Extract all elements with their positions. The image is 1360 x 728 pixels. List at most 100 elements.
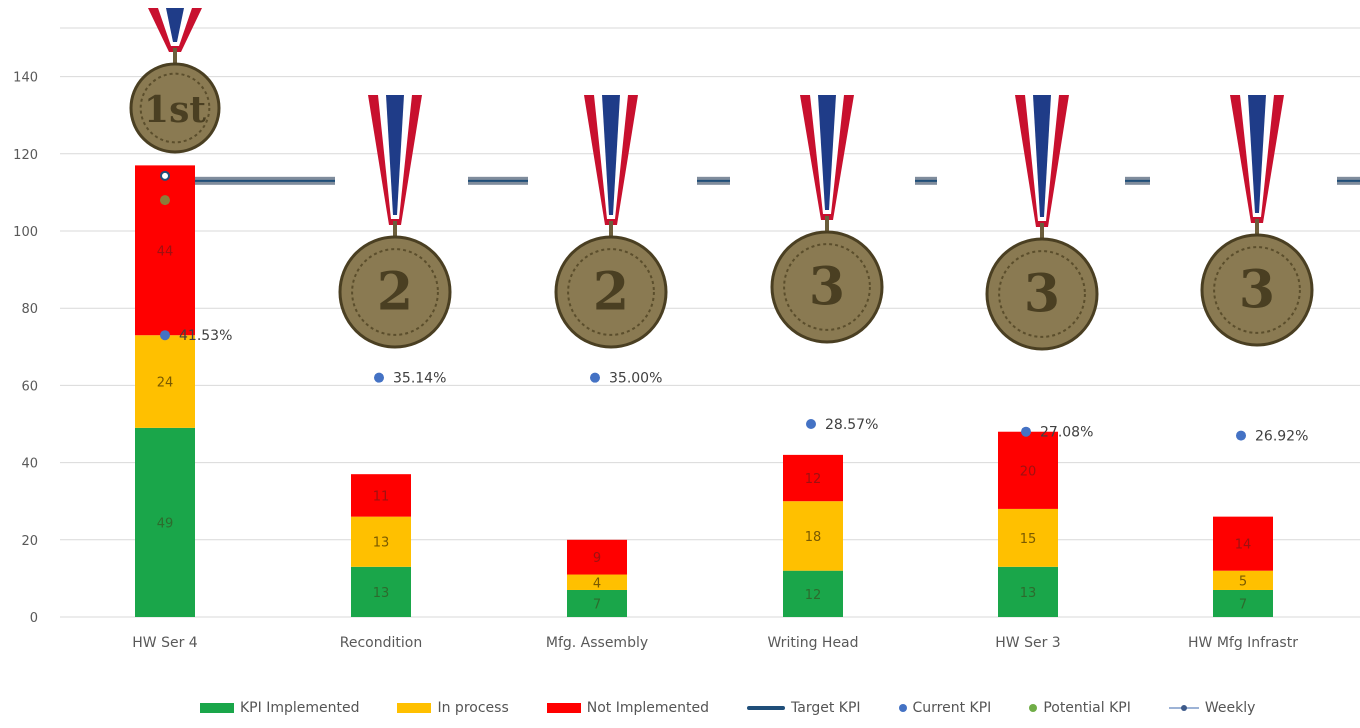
- bar-segment-in-process: [998, 508, 1058, 567]
- legend-label-in-process: In process: [437, 700, 509, 716]
- chart-legend: KPI Implemented In process Not Implement…: [200, 700, 1255, 716]
- bar-segment-implemented: [351, 566, 411, 617]
- bar-value-label: 49: [157, 516, 174, 531]
- current-kpi-point: [590, 372, 600, 383]
- current-kpi-label: 35.00%: [609, 371, 662, 387]
- bar-value-label: 20: [1020, 464, 1037, 479]
- bar-segment-not-implemented: [998, 431, 1058, 509]
- bar-segment-in-process: [567, 574, 627, 590]
- x-tick-label: HW Ser 3: [995, 635, 1060, 651]
- legend-swatch-implemented: [200, 703, 234, 713]
- medal-rank-label: 3: [1024, 264, 1060, 325]
- x-tick-label: HW Mfg Infrastr: [1188, 635, 1298, 651]
- legend-swatch-in-process: [397, 703, 432, 713]
- legend-label-current: Current KPI: [912, 700, 992, 716]
- bar-value-label: 12: [805, 472, 822, 487]
- bar-value-label: 15: [1020, 532, 1037, 547]
- x-tick-label: Writing Head: [767, 635, 858, 651]
- current-kpi-point: [1236, 430, 1246, 441]
- medal-ribbon: [818, 95, 836, 210]
- y-tick-label: 140: [13, 71, 38, 86]
- legend-item-weekly: Weekly: [1168, 700, 1256, 716]
- legend-label-not-implemented: Not Implemented: [586, 700, 709, 716]
- legend-swatch-current: [898, 704, 907, 712]
- medal-disc: [129, 62, 221, 154]
- legend-label-implemented: KPI Implemented: [240, 700, 360, 716]
- bar-segment-implemented: [1213, 589, 1273, 617]
- medal-wreath: [783, 243, 871, 331]
- bar-value-label: 13: [1020, 586, 1037, 601]
- bar-segment-implemented: [135, 427, 195, 617]
- legend-label-weekly: Weekly: [1204, 700, 1256, 716]
- medal-rank-label: 3: [809, 257, 845, 318]
- medal-disc: [1200, 233, 1314, 347]
- medal-ribbon: [602, 95, 620, 215]
- bar-value-label: 5: [1239, 574, 1247, 589]
- legend-label-potential: Potential KPI: [1043, 700, 1131, 716]
- current-kpi-label: 26.92%: [1255, 429, 1308, 445]
- medal-ribbon: [166, 8, 184, 42]
- bar-segment-in-process: [783, 501, 843, 571]
- current-kpi-point: [1021, 426, 1031, 437]
- x-tick-label: Recondition: [340, 635, 422, 651]
- current-kpi-label: 35.14%: [393, 371, 446, 387]
- bar-value-label: 13: [373, 586, 390, 601]
- medal-wreath: [567, 248, 655, 336]
- medal-rank-label: 2: [377, 262, 413, 323]
- medal-disc: [770, 230, 884, 344]
- legend-item-current: Current KPI: [898, 700, 992, 716]
- bar-value-label: 24: [157, 376, 174, 391]
- y-tick-label: 20: [21, 534, 38, 549]
- bar-value-label: 11: [373, 489, 390, 504]
- current-kpi-point: [160, 330, 170, 341]
- medal-ribbon: [1248, 95, 1266, 213]
- legend-swatch-weekly: [1168, 705, 1199, 711]
- bar-segment-implemented: [783, 570, 843, 617]
- bar-segment-not-implemented: [351, 474, 411, 517]
- medal-rank-label: 2: [593, 262, 629, 323]
- y-tick-label: 120: [13, 148, 38, 163]
- medal-wreath: [1213, 246, 1301, 334]
- bar-value-label: 9: [593, 551, 601, 566]
- bar-value-label: 44: [157, 244, 174, 259]
- weekly-point: [160, 170, 170, 181]
- bar-segment-in-process: [135, 335, 195, 428]
- legend-swatch-potential: [1029, 704, 1038, 712]
- legend-item-not-implemented: Not Implemented: [546, 700, 709, 716]
- legend-swatch-not-implemented: [546, 703, 581, 713]
- medal-rank-label: 3: [1239, 260, 1275, 321]
- legend-swatch-target: [747, 706, 785, 710]
- legend-item-target: Target KPI: [747, 700, 861, 716]
- y-tick-label: 40: [21, 457, 38, 472]
- medal-ribbon: [386, 95, 404, 215]
- x-tick-label: HW Ser 4: [132, 635, 198, 651]
- current-kpi-label: 27.08%: [1040, 425, 1093, 441]
- y-tick-label: 80: [21, 302, 38, 317]
- y-tick-label: 100: [13, 225, 38, 240]
- potential-kpi-point: [160, 195, 170, 206]
- medal-rank-label: 1st: [144, 89, 206, 131]
- medal-disc: [554, 235, 668, 349]
- bar-value-label: 4: [593, 576, 601, 591]
- bar-segment-implemented: [998, 566, 1058, 617]
- x-tick-label: Mfg. Assembly: [546, 635, 648, 651]
- bar-segment-not-implemented: [135, 165, 195, 336]
- bar-segment-not-implemented: [567, 539, 627, 575]
- bar-value-label: 12: [805, 588, 822, 603]
- bar-segment-implemented: [567, 589, 627, 617]
- current-kpi-point: [374, 372, 384, 383]
- legend-item-in-process: In process: [397, 700, 509, 716]
- bar-segment-in-process: [1213, 570, 1273, 590]
- bar-value-label: 14: [1235, 538, 1252, 553]
- current-kpi-label: 28.57%: [825, 417, 878, 433]
- y-tick-label: 0: [30, 611, 38, 626]
- bar-value-label: 18: [805, 530, 822, 545]
- legend-label-target: Target KPI: [791, 700, 861, 716]
- medal-wreath: [998, 250, 1086, 338]
- medal-wreath: [351, 248, 439, 336]
- y-tick-label: 60: [21, 379, 38, 394]
- medal-disc: [985, 237, 1099, 351]
- bar-segment-not-implemented: [783, 454, 843, 502]
